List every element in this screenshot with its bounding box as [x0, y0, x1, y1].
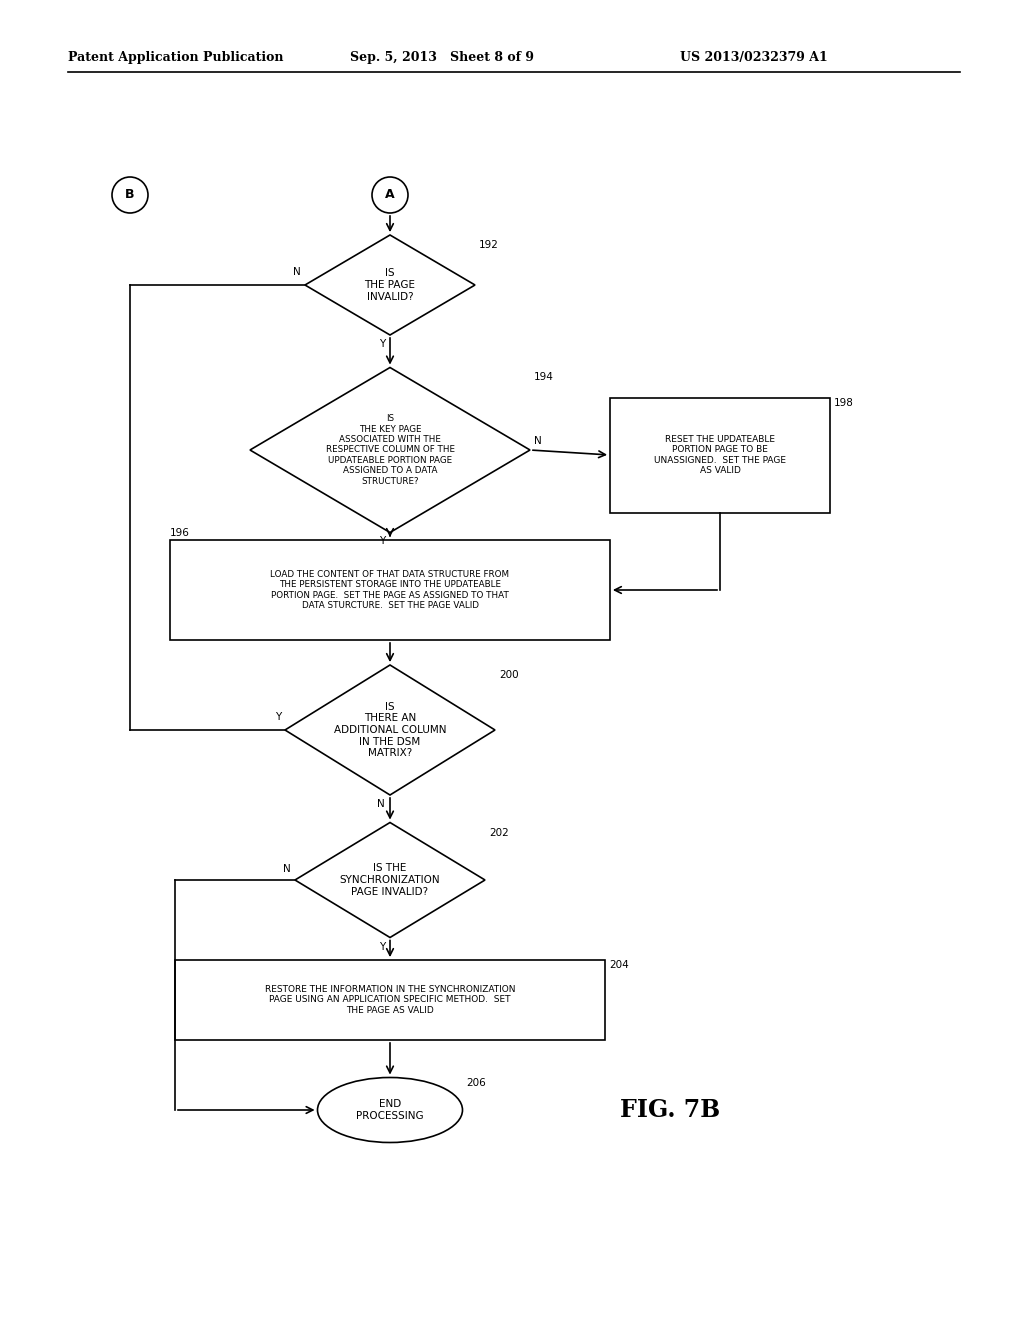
Text: IS THE
SYNCHRONIZATION
PAGE INVALID?: IS THE SYNCHRONIZATION PAGE INVALID?: [340, 863, 440, 896]
Text: 192: 192: [479, 240, 499, 249]
Text: IS
THERE AN
ADDITIONAL COLUMN
IN THE DSM
MATRIX?: IS THERE AN ADDITIONAL COLUMN IN THE DSM…: [334, 702, 446, 758]
Text: N: N: [293, 267, 301, 277]
Text: END
PROCESSING: END PROCESSING: [356, 1100, 424, 1121]
Text: 198: 198: [834, 397, 854, 408]
Text: 204: 204: [609, 960, 629, 970]
Text: 194: 194: [534, 372, 554, 383]
Text: IS
THE PAGE
INVALID?: IS THE PAGE INVALID?: [365, 268, 416, 301]
Text: Y: Y: [274, 711, 281, 722]
Text: 202: 202: [489, 828, 509, 837]
Text: 196: 196: [170, 528, 189, 539]
Text: LOAD THE CONTENT OF THAT DATA STRUCTURE FROM
THE PERSISTENT STORAGE INTO THE UPD: LOAD THE CONTENT OF THAT DATA STRUCTURE …: [270, 570, 510, 610]
Text: B: B: [125, 189, 135, 202]
Text: Y: Y: [379, 536, 385, 546]
Text: Y: Y: [379, 339, 385, 348]
Text: IS
THE KEY PAGE
ASSOCIATED WITH THE
RESPECTIVE COLUMN OF THE
UPDATEABLE PORTION : IS THE KEY PAGE ASSOCIATED WITH THE RESP…: [326, 414, 455, 486]
Text: N: N: [284, 865, 291, 874]
Text: FIG. 7B: FIG. 7B: [620, 1098, 720, 1122]
Text: Y: Y: [379, 941, 385, 952]
Text: Patent Application Publication: Patent Application Publication: [68, 51, 284, 65]
Text: RESTORE THE INFORMATION IN THE SYNCHRONIZATION
PAGE USING AN APPLICATION SPECIFI: RESTORE THE INFORMATION IN THE SYNCHRONI…: [265, 985, 515, 1015]
Text: 200: 200: [499, 671, 518, 680]
Text: N: N: [377, 799, 385, 809]
Text: Sep. 5, 2013   Sheet 8 of 9: Sep. 5, 2013 Sheet 8 of 9: [350, 51, 534, 65]
Text: A: A: [385, 189, 395, 202]
Text: US 2013/0232379 A1: US 2013/0232379 A1: [680, 51, 827, 65]
Text: RESET THE UPDATEABLE
PORTION PAGE TO BE
UNASSIGNED.  SET THE PAGE
AS VALID: RESET THE UPDATEABLE PORTION PAGE TO BE …: [654, 434, 786, 475]
Text: N: N: [534, 436, 542, 446]
Text: 206: 206: [467, 1077, 486, 1088]
